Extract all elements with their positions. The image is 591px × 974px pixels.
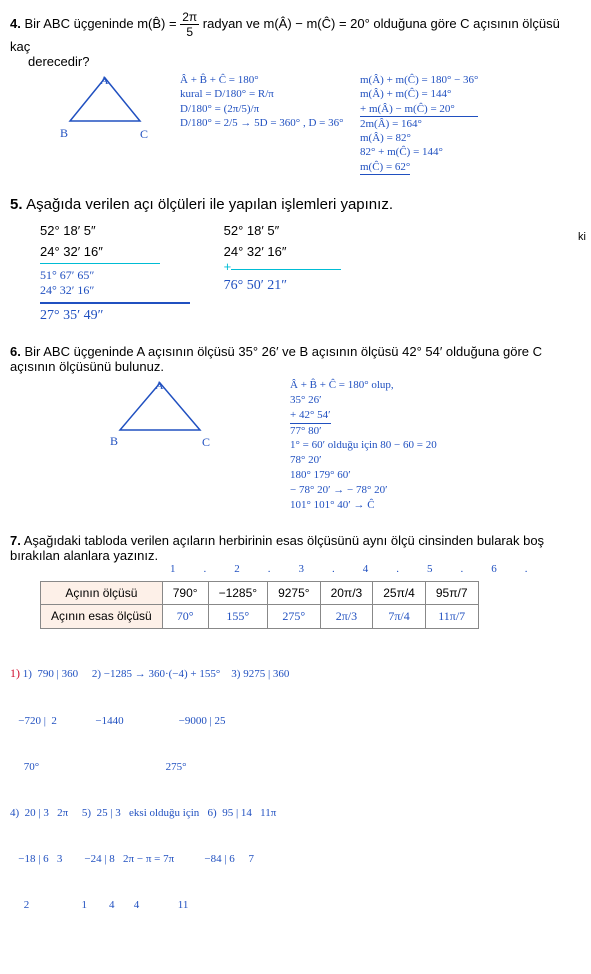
q7-r1-label: Açının ölçüsü [41, 581, 163, 604]
q7-w5: 2 1 4 4 11 [10, 898, 581, 913]
q7-r2-5: 11π/7 [425, 604, 478, 628]
q5-wl2: 27° 35′ 49″ [40, 308, 220, 324]
q6-w2: + 42° 54′ [290, 408, 331, 424]
q4-r4: m(Â) = 82° [360, 131, 478, 145]
q6-triangle: A B C [110, 378, 290, 513]
q7-w1: −720 | 2 −1440 −9000 | 25 [10, 714, 581, 729]
q7-h4: 5. [427, 563, 491, 575]
q6-w6: 180° 179° 60′ [290, 468, 437, 483]
q6-w5: 78° 20′ [290, 453, 437, 468]
q7-r1-1: −1285° [208, 581, 268, 604]
q4-r0: m(Â) + m(Ĉ) = 180° − 36° [360, 73, 478, 87]
q7-h3: 4. [363, 563, 427, 575]
q4-text-c: derecedir? [28, 54, 89, 69]
q4-work-mid: Â + B̂ + Ĉ = 180° kural = D/180° = R/π D… [180, 73, 360, 176]
q5-right-col: 52° 18′ 5″ 24° 32′ 16″ + 76° 50′ 21″ [224, 223, 404, 294]
q7-r1-5: 95π/7 [425, 581, 478, 604]
q4-r2: + m(Â) − m(Ĉ) = 20° [360, 102, 478, 117]
q7-w3: 4) 20 | 3 2π 5) 25 | 3 eksi olduğu için … [10, 806, 581, 821]
q7-r1-2: 9275° [268, 581, 321, 604]
q7-r2-2: 275° [268, 604, 321, 628]
q7-r2-3: 2π/3 [320, 604, 373, 628]
q7-w4: −18 | 6 3 −24 | 8 2π − π = 7π −84 | 6 7 [10, 852, 581, 867]
q5-plus: + [224, 259, 232, 274]
question-4: 4. Bir ABC üçgeninde m(B̂) = 2π 5 radyan… [10, 10, 581, 176]
table-row: Açının esas ölçüsü 70° 155° 275° 2π/3 7π… [41, 604, 479, 628]
q7-table: Açının ölçüsü 790° −1285° 9275° 20π/3 25… [40, 581, 479, 629]
q5-wl0: 51° 67′ 65″ [40, 268, 220, 283]
q5-number: 5. [10, 196, 23, 213]
q5-la: 52° 18′ 5″ [40, 223, 220, 238]
q7-r2-1: 155° [208, 604, 268, 628]
question-7: 7. Aşağıdaki tabloda verilen açıların he… [10, 533, 581, 945]
q4-r3: 2m(Â) = 164° [360, 117, 478, 131]
q7-number: 7. [10, 533, 21, 548]
q4-fraction: 2π 5 [180, 10, 199, 39]
q6-w8: 101° 101° 40′ → Ĉ [290, 498, 437, 513]
q5-wl1: 24° 32′ 16″ [40, 283, 220, 298]
q5-left-col: 52° 18′ 5″ 24° 32′ 16″ 51° 67′ 65″ 24° 3… [40, 223, 220, 324]
q7-r1-4: 25π/4 [373, 581, 426, 604]
q4-mid-2: D/180° = (2π/5)/π [180, 102, 360, 116]
q4-triangle: A B C [60, 73, 180, 176]
q7-w2: 70° 275° [10, 760, 581, 775]
q4-label-a: A [100, 73, 220, 88]
q4-r1: m(Â) + m(Ĉ) = 144° [360, 87, 478, 101]
q6-w1: 35° 26′ [290, 393, 437, 408]
q5-text: Aşağıda verilen açı ölçüleri ile yapılan… [26, 196, 393, 213]
q4-frac-den: 5 [180, 25, 199, 39]
q5-rb: 24° 32′ 16″ [224, 244, 404, 259]
q7-r2-0: 70° [162, 604, 208, 628]
q4-text-a: Bir ABC üçgeninde m(B̂) = [24, 16, 176, 31]
q7-h2: 3. [299, 563, 363, 575]
q5-wr: 76° 50′ 21″ [224, 278, 404, 294]
question-5: 5. Aşağıda verilen açı ölçüleri ile yapı… [10, 196, 581, 324]
q7-h0: 1. [170, 563, 234, 575]
q5-side: ki [578, 231, 586, 243]
q4-work-right: m(Â) + m(Ĉ) = 180° − 36° m(Â) + m(Ĉ) = 1… [360, 73, 478, 176]
q7-r1-3: 20π/3 [320, 581, 373, 604]
q4-label-c: C [140, 127, 260, 142]
q6-number: 6. [10, 344, 21, 359]
q5-ra: 52° 18′ 5″ [224, 223, 404, 238]
q7-work: 1) 1) 790 | 360 2) −1285 → 360·(−4) + 15… [10, 635, 581, 945]
q6-la: A [155, 378, 335, 393]
q5-lb: 24° 32′ 16″ [40, 244, 220, 259]
q6-w7: − 78° 20′ → − 78° 20′ [290, 483, 437, 498]
q7-w0: 1) 790 | 360 2) −1285 → 360·(−4) + 155° … [23, 668, 290, 680]
q7-r2-4: 7π/4 [373, 604, 426, 628]
q4-r5: 82° + m(Ĉ) = 144° [360, 145, 478, 159]
q7-text: Aşağıdaki tabloda verilen açıların herbi… [10, 533, 544, 563]
q4-number: 4. [10, 16, 21, 31]
q7-r1-0: 790° [162, 581, 208, 604]
q7-w0a: 1) [10, 666, 20, 680]
q7-h1: 2. [234, 563, 298, 575]
table-row: Açının ölçüsü 790° −1285° 9275° 20π/3 25… [41, 581, 479, 604]
q4-mid-1: kural = D/180° = R/π [180, 87, 360, 101]
q7-h5: 6. [491, 563, 555, 575]
question-6: 6. Bir ABC üçgeninde A açısının ölçüsü 3… [10, 344, 581, 513]
q6-lc: C [202, 435, 382, 450]
q6-text: Bir ABC üçgeninde A açısının ölçüsü 35° … [10, 344, 542, 374]
q7-r2-label: Açının esas ölçüsü [41, 604, 163, 628]
q4-r6: m(Ĉ) = 62° [360, 160, 410, 175]
q4-frac-num: 2π [180, 10, 199, 25]
